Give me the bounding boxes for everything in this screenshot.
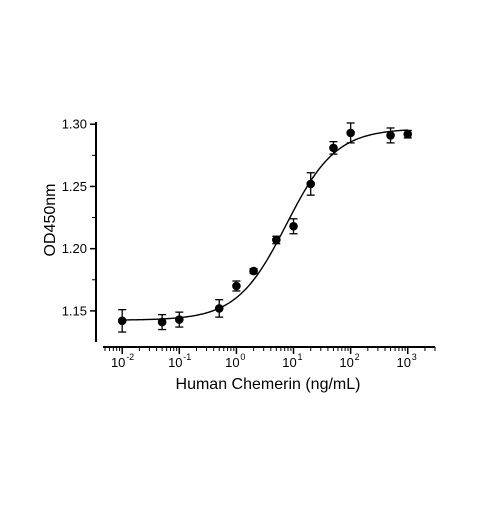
x-tick-exponent: 0 <box>240 352 245 362</box>
y-axis-label: OD450nm <box>42 184 59 257</box>
data-marker <box>329 143 338 153</box>
x-tick-exponent: 3 <box>412 352 417 362</box>
data-point <box>157 313 167 331</box>
x-tick-label: 10 <box>282 355 296 370</box>
x-tick-exponent: -2 <box>126 352 134 362</box>
data-point <box>403 129 413 139</box>
data-point <box>306 172 316 196</box>
x-tick-label: 10 <box>339 355 353 370</box>
x-axis-label: Human Chemerin (ng/mL) <box>176 376 361 393</box>
data-marker <box>346 128 355 138</box>
data-point <box>386 127 395 144</box>
data-point <box>346 122 355 144</box>
data-point <box>214 299 224 318</box>
x-tick-exponent: 2 <box>355 352 360 362</box>
data-marker <box>175 315 184 324</box>
data-marker <box>306 179 316 189</box>
data-marker <box>386 131 395 140</box>
data-marker <box>117 316 127 326</box>
data-marker <box>403 129 413 139</box>
data-marker <box>272 235 281 245</box>
data-marker <box>249 266 258 276</box>
x-tick-label: 10 <box>397 355 411 370</box>
fit-curve-layer <box>122 129 408 321</box>
x-tick-label: 10 <box>168 355 182 370</box>
data-point <box>249 266 258 276</box>
data-point <box>289 218 298 235</box>
x-tick-exponent: 1 <box>298 352 303 362</box>
data-point <box>272 235 281 245</box>
data-points-layer <box>117 122 413 333</box>
data-point <box>117 308 127 333</box>
data-marker <box>214 304 224 313</box>
x-tick-label: 10 <box>225 355 239 370</box>
data-point <box>329 140 338 155</box>
data-marker <box>289 221 298 231</box>
data-marker <box>157 317 167 327</box>
y-tick-label: 1.15 <box>62 303 87 318</box>
x-tick-label: 10 <box>111 355 125 370</box>
y-tick-label: 1.30 <box>62 117 87 132</box>
data-marker <box>232 281 241 291</box>
x-tick-exponent: -1 <box>183 352 191 362</box>
y-tick-label: 1.25 <box>62 179 87 194</box>
data-point <box>232 280 241 292</box>
fit-curve <box>122 129 408 321</box>
y-tick-label: 1.20 <box>62 241 87 256</box>
data-point <box>175 311 184 328</box>
